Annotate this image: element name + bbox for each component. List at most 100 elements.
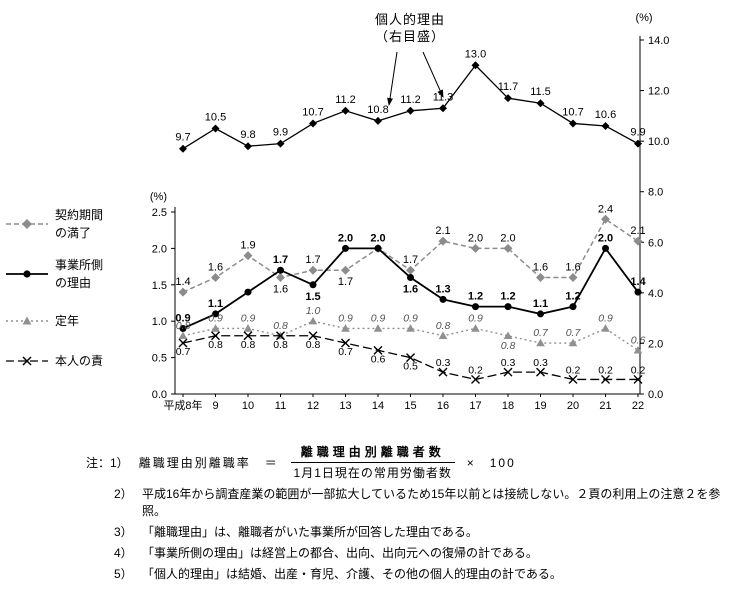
point-label: 1.7 — [273, 254, 288, 266]
annotation-line1: 個人的理由 — [374, 12, 445, 27]
point-label: 0.9 — [598, 312, 613, 324]
point-label: 1.4 — [175, 276, 190, 288]
point-label: 1.2 — [500, 291, 515, 303]
svg-text:13: 13 — [339, 400, 351, 412]
point-label: 0.8 — [306, 339, 321, 351]
svg-text:8.0: 8.0 — [648, 187, 663, 199]
point-label: 9.9 — [273, 127, 288, 139]
point-label: 0.2 — [598, 364, 613, 376]
point-label: 1.1 — [208, 298, 223, 310]
svg-text:1.0: 1.0 — [152, 316, 167, 328]
svg-text:10.0: 10.0 — [648, 136, 669, 148]
point-label: 1.7 — [338, 276, 353, 288]
point-label: 10.7 — [302, 106, 323, 118]
annotation-line2: （右目盛） — [374, 28, 445, 44]
point-label: 0.8 — [501, 340, 516, 352]
legend-label: 事業所側 の理由 — [55, 258, 104, 290]
point-label: 0.8 — [436, 320, 451, 332]
point-label: 9.7 — [175, 132, 190, 144]
svg-text:12.0: 12.0 — [648, 86, 669, 98]
svg-text:18: 18 — [502, 400, 514, 412]
point-label: 9.8 — [240, 129, 255, 141]
footnote-text: 「事業所側の理由」は経営上の都合、出向、出向元への復帰の計である。 — [142, 545, 538, 560]
point-label: 1.9 — [240, 240, 255, 252]
svg-text:2.0: 2.0 — [648, 338, 663, 350]
legend-item-personal-fault: 本人の責 — [5, 352, 103, 370]
point-label: 0.8 — [273, 339, 288, 351]
footnote-text: 「個人的理由」は結婚、出産・育児、介護、その他の個人的理由の計である。 — [142, 567, 562, 582]
svg-text:11: 11 — [275, 400, 286, 412]
svg-text:15: 15 — [404, 400, 416, 412]
svg-text:0.5: 0.5 — [152, 353, 167, 365]
svg-text:14.0: 14.0 — [648, 35, 669, 47]
point-label: 0.3 — [533, 357, 548, 369]
svg-text:17: 17 — [469, 400, 481, 412]
footnote-item: 5） 「個人的理由」は結婚、出産・育児、介護、その他の個人的理由の計である。 — [86, 566, 741, 582]
point-label: 0.9 — [208, 312, 223, 324]
point-label: 0.8 — [176, 320, 191, 332]
point-label: 1.3 — [435, 283, 450, 295]
point-label: 0.9 — [241, 312, 256, 324]
svg-text:22: 22 — [632, 400, 644, 412]
point-label: 1.6 — [565, 262, 580, 274]
svg-text:6.0: 6.0 — [648, 237, 663, 249]
point-label: 1.4 — [630, 276, 646, 288]
point-label: 11.2 — [335, 94, 356, 106]
legend-label: 定年 — [55, 314, 80, 328]
point-label: 0.8 — [273, 320, 288, 332]
point-label: 1.2 — [565, 291, 580, 303]
formula-fraction: 離職理由別離職者数 1月1日現在の常用労働者数 — [290, 444, 455, 481]
point-label: 1.7 — [305, 254, 320, 266]
svg-text:1.5: 1.5 — [152, 280, 167, 292]
svg-text:0.0: 0.0 — [152, 389, 167, 401]
point-label: 0.3 — [501, 357, 516, 369]
footnote-number: 4） — [114, 545, 133, 560]
point-label: 2.0 — [468, 232, 483, 244]
footnote-item: 4） 「事業所側の理由」は経営上の都合、出向、出向元への復帰の計である。 — [86, 545, 741, 561]
point-label: 2.1 — [435, 225, 450, 237]
note-prefix: 注：1） — [86, 455, 129, 470]
point-label: 0.8 — [208, 339, 223, 351]
formula-multiplier: × 100 — [466, 455, 516, 470]
point-label: 2.0 — [500, 232, 515, 244]
svg-text:10: 10 — [242, 400, 254, 412]
point-label: 11.2 — [400, 94, 421, 106]
point-label: 1.6 — [208, 262, 223, 274]
svg-text:12: 12 — [307, 400, 319, 412]
series-personal-reasons: 9.7 10.5 9.8 9.9 10.7 11.2 10.8 11.2 11.3 13.0 11.… — [175, 48, 646, 153]
point-label: 1.6 — [403, 284, 418, 296]
point-label: 0.7 — [176, 346, 191, 358]
point-label: 10.6 — [595, 109, 616, 121]
footnotes: 注：1） 離職理由別離職率 ＝ 離職理由別離職者数 1月1日現在の常用労働者数 … — [86, 444, 741, 582]
svg-text:2.0: 2.0 — [152, 243, 167, 255]
svg-text:16: 16 — [437, 400, 449, 412]
footnote-item: 2） 平成16年から調査産業の範囲が一部拡大しているため15年以前とは接続しない… — [86, 486, 741, 518]
legend-label: 本人の責 — [55, 354, 104, 368]
point-label: 1.6 — [533, 262, 548, 274]
svg-text:(%): (%) — [635, 12, 652, 24]
point-label: 0.6 — [371, 353, 386, 365]
point-label: 1.0 — [306, 305, 321, 317]
point-label: 0.9 — [468, 312, 483, 324]
point-label: 0.6 — [631, 334, 646, 346]
point-label: 0.8 — [241, 339, 256, 351]
svg-text:(%): (%) — [150, 191, 167, 203]
series-employer-side-reasons: 0.9 1.1 1.7 1.5 2.0 2.0 1.6 1.3 1.2 1.2 1.1 1.2 2.0 1… — [175, 232, 647, 332]
point-label: 10.5 — [205, 112, 226, 124]
formula-numerator: 離職理由別離職者数 — [290, 444, 455, 464]
personal-fault-line-icon — [6, 356, 48, 366]
point-label: 0.2 — [468, 364, 483, 376]
svg-text:平成8年: 平成8年 — [163, 398, 202, 412]
svg-text:20: 20 — [567, 400, 579, 412]
point-label: 1.5 — [305, 291, 320, 303]
formula-denominator: 1月1日現在の常用労働者数 — [293, 466, 452, 481]
point-label: 2.1 — [630, 225, 645, 237]
annotation-personal-reasons: 個人的理由 （右目盛） — [353, 12, 467, 46]
retirement-line-icon — [6, 316, 48, 325]
series-personal-fault: 0.7 0.8 0.8 0.8 0.8 0.7 0.6 0.5 0.3 0.2 0.3 0.3 0.2 0… — [176, 331, 645, 384]
svg-text:2.5: 2.5 — [152, 207, 167, 219]
point-label: 11.7 — [498, 81, 519, 93]
footnote-text: 平成16年から調査産業の範囲が一部拡大しているため15年以前とは接続しない。２頁… — [142, 487, 721, 518]
point-label: 1.7 — [403, 254, 418, 266]
